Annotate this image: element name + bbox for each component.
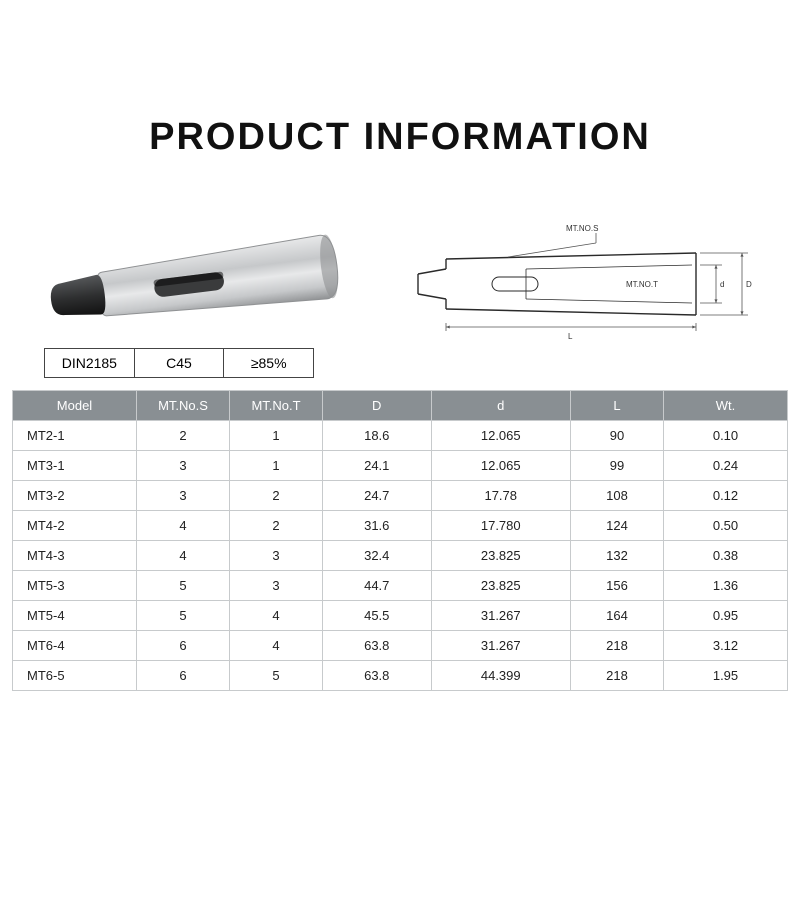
spec-hardness: ≥85% <box>224 348 314 378</box>
table-row: MT6-56563.844.3992181.95 <box>13 661 788 691</box>
cell-model: MT6-5 <box>13 661 137 691</box>
cell-value: 0.24 <box>664 451 788 481</box>
cell-value: 3 <box>137 481 230 511</box>
cell-value: 132 <box>571 541 664 571</box>
svg-text:MT.NO.T: MT.NO.T <box>626 280 658 289</box>
cell-value: 31.267 <box>431 631 571 661</box>
cell-model: MT2-1 <box>13 421 137 451</box>
cell-value: 2 <box>230 481 323 511</box>
table-row: MT4-34332.423.8251320.38 <box>13 541 788 571</box>
cell-value: 164 <box>571 601 664 631</box>
cell-value: 23.825 <box>431 541 571 571</box>
cell-value: 6 <box>137 661 230 691</box>
cell-value: 1 <box>230 451 323 481</box>
svg-text:MT.NO.S: MT.NO.S <box>566 224 598 233</box>
cell-value: 2 <box>230 511 323 541</box>
cell-value: 0.50 <box>664 511 788 541</box>
table-header: d <box>431 391 571 421</box>
cell-value: 3 <box>230 571 323 601</box>
cell-value: 5 <box>230 661 323 691</box>
svg-text:d: d <box>720 280 724 289</box>
cell-value: 90 <box>571 421 664 451</box>
dimension-diagram: MT.NO.S MT.NO.T Ld D <box>396 219 776 378</box>
cell-value: 45.5 <box>323 601 432 631</box>
cell-value: 3 <box>137 451 230 481</box>
cell-model: MT5-3 <box>13 571 137 601</box>
cell-value: 5 <box>137 601 230 631</box>
spec-material: C45 <box>135 348 225 378</box>
cell-value: 4 <box>230 631 323 661</box>
cell-value: 1.95 <box>664 661 788 691</box>
cell-model: MT4-2 <box>13 511 137 541</box>
cell-value: 4 <box>137 541 230 571</box>
cell-model: MT4-3 <box>13 541 137 571</box>
cell-value: 24.7 <box>323 481 432 511</box>
svg-text:L: L <box>568 332 573 341</box>
cell-value: 12.065 <box>431 421 571 451</box>
table-row: MT5-35344.723.8251561.36 <box>13 571 788 601</box>
cell-value: 12.065 <box>431 451 571 481</box>
cell-value: 6 <box>137 631 230 661</box>
cell-value: 218 <box>571 631 664 661</box>
cell-value: 18.6 <box>323 421 432 451</box>
table-row: MT4-24231.617.7801240.50 <box>13 511 788 541</box>
cell-value: 2 <box>137 421 230 451</box>
cell-value: 218 <box>571 661 664 691</box>
cell-value: 44.399 <box>431 661 571 691</box>
cell-value: 0.10 <box>664 421 788 451</box>
table-header: L <box>571 391 664 421</box>
cell-value: 17.78 <box>431 481 571 511</box>
cell-value: 23.825 <box>431 571 571 601</box>
cell-value: 3 <box>230 541 323 571</box>
cell-model: MT3-2 <box>13 481 137 511</box>
table-header: MT.No.S <box>137 391 230 421</box>
spec-table: ModelMT.No.SMT.No.TDdLWt.MT2-12118.612.0… <box>12 390 788 691</box>
cell-value: 156 <box>571 571 664 601</box>
spec-boxes: DIN2185 C45 ≥85% <box>44 348 314 378</box>
cell-value: 124 <box>571 511 664 541</box>
cell-value: 0.95 <box>664 601 788 631</box>
table-row: MT3-23224.717.781080.12 <box>13 481 788 511</box>
svg-text:D: D <box>746 280 752 289</box>
cell-model: MT6-4 <box>13 631 137 661</box>
cell-value: 24.1 <box>323 451 432 481</box>
media-row: DIN2185 C45 ≥85% MT.NO.S MT.NO.T Ld D <box>0 159 800 384</box>
cell-value: 0.38 <box>664 541 788 571</box>
cell-value: 44.7 <box>323 571 432 601</box>
product-photo <box>24 228 364 338</box>
cell-value: 1.36 <box>664 571 788 601</box>
cell-value: 4 <box>137 511 230 541</box>
cell-value: 31.267 <box>431 601 571 631</box>
cell-value: 3.12 <box>664 631 788 661</box>
cell-value: 63.8 <box>323 661 432 691</box>
product-photo-block: DIN2185 C45 ≥85% <box>24 228 364 378</box>
cell-value: 63.8 <box>323 631 432 661</box>
table-row: MT2-12118.612.065900.10 <box>13 421 788 451</box>
table-header: Model <box>13 391 137 421</box>
spec-table-wrap: ModelMT.No.SMT.No.TDdLWt.MT2-12118.612.0… <box>0 384 800 691</box>
cell-value: 1 <box>230 421 323 451</box>
table-header: Wt. <box>664 391 788 421</box>
cell-model: MT3-1 <box>13 451 137 481</box>
cell-value: 99 <box>571 451 664 481</box>
spec-din: DIN2185 <box>44 348 135 378</box>
cell-value: 4 <box>230 601 323 631</box>
cell-value: 32.4 <box>323 541 432 571</box>
cell-value: 108 <box>571 481 664 511</box>
page-title: PRODUCT INFORMATION <box>0 116 800 159</box>
table-row: MT5-45445.531.2671640.95 <box>13 601 788 631</box>
cell-value: 5 <box>137 571 230 601</box>
cell-model: MT5-4 <box>13 601 137 631</box>
table-header: D <box>323 391 432 421</box>
table-row: MT3-13124.112.065990.24 <box>13 451 788 481</box>
cell-value: 17.780 <box>431 511 571 541</box>
cell-value: 31.6 <box>323 511 432 541</box>
table-row: MT6-46463.831.2672183.12 <box>13 631 788 661</box>
table-header: MT.No.T <box>230 391 323 421</box>
cell-value: 0.12 <box>664 481 788 511</box>
table-header-row: ModelMT.No.SMT.No.TDdLWt. <box>13 391 788 421</box>
